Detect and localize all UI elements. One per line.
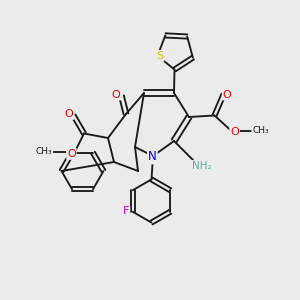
Text: O: O bbox=[67, 149, 76, 159]
Text: S: S bbox=[156, 51, 164, 61]
Text: N: N bbox=[148, 150, 157, 164]
Text: O: O bbox=[112, 89, 121, 100]
Text: O: O bbox=[230, 127, 239, 137]
Text: O: O bbox=[223, 89, 232, 100]
Text: O: O bbox=[64, 109, 74, 119]
Text: F: F bbox=[123, 206, 129, 216]
Text: CH₃: CH₃ bbox=[252, 126, 269, 135]
Text: NH₂: NH₂ bbox=[192, 161, 212, 171]
Text: CH₃: CH₃ bbox=[36, 147, 52, 156]
